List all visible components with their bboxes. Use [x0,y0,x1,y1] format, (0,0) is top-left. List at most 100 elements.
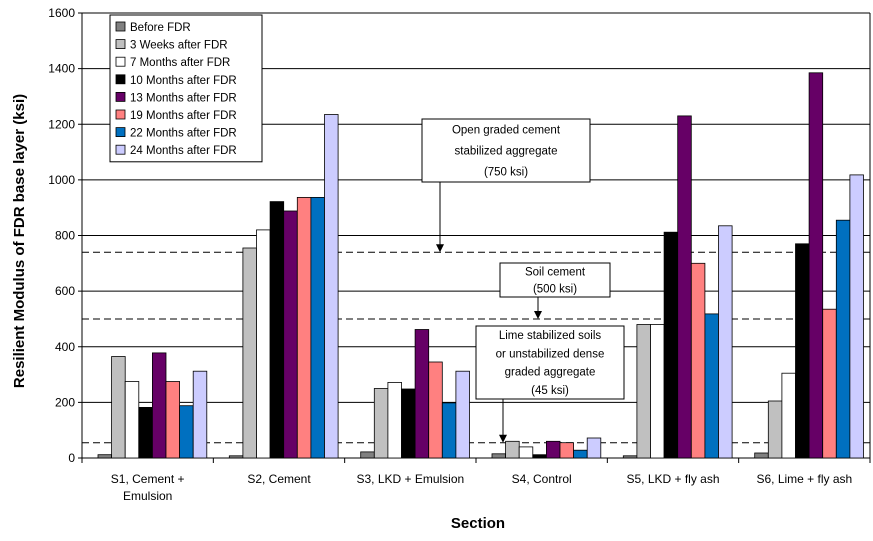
bar [97,454,113,459]
annotation-text: (45 ksi) [531,385,569,397]
arrow-head-icon [499,434,507,443]
bar [111,356,126,459]
legend-label: 10 Months after FDR [130,75,237,87]
legend-label: 19 Months after FDR [130,110,237,122]
bar [795,243,810,459]
x-axis-title: Section [451,515,505,532]
bar [518,446,534,459]
bar [296,196,312,459]
bar [505,440,520,459]
annotation-text: Open graded cement [452,125,561,137]
arrow-head-icon [534,310,542,319]
y-tick-label: 1400 [48,62,75,76]
annotation-box [475,325,625,400]
annotation: Lime stabilized soils or unstabilized den… [475,325,625,443]
bars [81,72,871,463]
bar [324,114,339,459]
bar [387,381,402,459]
legend-swatch [115,56,126,67]
x-tick-label: S3, LKD + Emulsion [356,472,464,486]
legend-swatch [115,39,126,49]
y-tick-label: 1000 [48,173,75,187]
bar [718,225,733,459]
bar [650,324,665,459]
bar [373,388,389,459]
annotation-text: stabilized aggregate [455,146,558,158]
bar [124,381,140,459]
bar [401,388,416,459]
arrow-head-icon [436,244,444,253]
y-tick-label: 200 [55,395,75,409]
y-tick-label: 1600 [48,6,75,20]
bar [559,442,575,459]
x-tick-label: S5, LKD + fly ash [626,472,719,486]
annotation-text: graded aggregate [505,367,596,379]
bar [754,452,769,459]
legend-label: 7 Months after FDR [130,57,230,69]
legend-swatch [115,144,126,155]
legend-swatch [115,21,126,32]
bar [532,454,547,459]
bar [192,370,208,459]
bar [179,405,194,459]
bar [269,201,285,459]
legend: Before FDR 3 Weeks after FDR 7 Months afte… [109,14,263,163]
annotation-text: Soil cement [525,267,586,279]
annotation-text: or unstabilized dense [496,348,605,360]
legend-box [109,14,263,163]
y-tick-label: 0 [68,451,75,465]
legend-label: 3 Weeks after FDR [130,40,228,52]
y-tick-label: 800 [55,229,75,243]
y-axis-title: Resilient Modulus of FDR base layer (ksi… [11,94,28,388]
bar [677,115,692,459]
x-tick-label: S2, Cement [247,472,311,486]
bar [586,437,602,459]
legend-label: Before FDR [130,22,191,34]
bar [822,308,837,459]
legend-swatch [115,109,126,120]
bar [573,449,588,459]
bar [835,219,851,459]
bar [781,372,796,459]
bar [441,402,457,459]
annotations: Open graded cement stabilized aggregate (7… [421,118,625,443]
bar [690,262,706,459]
y-tick-labels: 0 200 400 600 800 1000 1200 1400 1600 [48,6,82,465]
bar [138,406,153,459]
bar [491,453,507,459]
bar [849,174,864,459]
bar [228,455,244,459]
bar [455,370,470,459]
bar [283,210,298,459]
bar [310,196,325,459]
bar [767,400,783,459]
bar [622,455,638,459]
legend-label: 24 Months after FDR [130,145,237,157]
legend-swatch [115,127,126,137]
legend-swatch [115,74,126,85]
bar [360,451,375,459]
x-tick-labels: S1, Cement + Emulsion S2, Cement S3, LKD + … [111,472,852,503]
bar [546,440,561,459]
bar [663,231,679,459]
y-tick-label: 400 [55,340,75,354]
y-tick-label: 1200 [48,117,75,131]
bar [151,352,167,459]
bar [165,381,181,459]
legend-label: 13 Months after FDR [130,92,237,104]
bar [636,324,651,459]
bar [808,72,824,459]
annotation-box [421,118,591,183]
bar [414,329,430,459]
annotation-text: (500 ksi) [533,284,577,296]
x-tick-label: S1, Cement + Emulsion [111,472,185,503]
bar [704,313,719,459]
bar [256,229,271,459]
y-tick-label: 600 [55,284,75,298]
legend-swatch [115,92,126,102]
annotation-box [499,262,611,298]
legend-label: 22 Months after FDR [130,128,237,140]
annotation: Open graded cement stabilized aggregate (7… [421,118,591,253]
